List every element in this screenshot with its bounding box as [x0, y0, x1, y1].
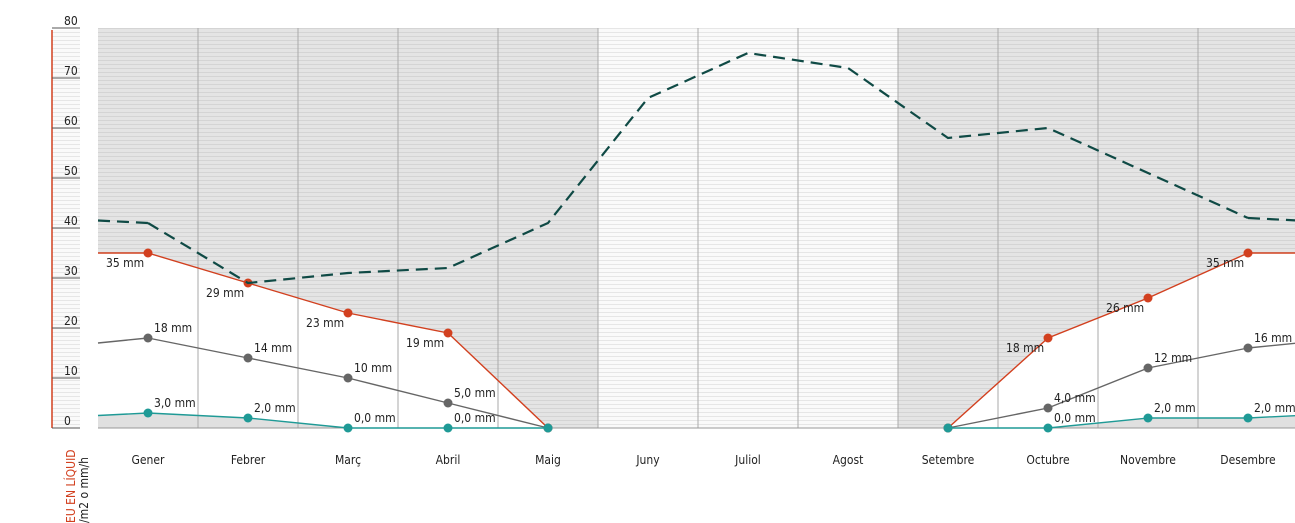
- data-label: 35 mm: [106, 256, 144, 270]
- y-tick-label: 50: [64, 164, 78, 178]
- point: [243, 413, 253, 423]
- data-label: 3,0 mm: [154, 396, 196, 410]
- point: [1243, 413, 1253, 423]
- axis-hatch: [52, 30, 80, 428]
- x-tick-label: Novembre: [1120, 453, 1176, 467]
- point: [1143, 293, 1153, 303]
- data-label: 14 mm: [254, 341, 292, 355]
- x-tick-label: Abril: [436, 453, 461, 467]
- x-tick-label: Juliol: [734, 453, 761, 467]
- y-tick-label: 70: [64, 64, 78, 78]
- x-tick-label: Febrer: [231, 453, 266, 467]
- y-tick-label: 30: [64, 264, 78, 278]
- y-unit: /m2 o mm/h: [77, 457, 91, 523]
- area-fill: [948, 415, 1295, 428]
- y-tick-label: 40: [64, 214, 78, 228]
- wrap-segment: [1247, 414, 1295, 419]
- month-band: [898, 28, 998, 428]
- x-tick-label: Desembre: [1220, 453, 1276, 467]
- data-label: 18 mm: [154, 321, 192, 335]
- wrap-segment: [97, 337, 149, 344]
- wrap-segment: [97, 412, 149, 417]
- wrap-segment: [1247, 216, 1295, 222]
- point: [143, 408, 153, 418]
- x-tick-label: Gener: [132, 453, 166, 467]
- y-label: EU EN LÍQUID: [63, 449, 78, 523]
- point: [443, 328, 453, 338]
- point: [1243, 343, 1253, 353]
- month-band: [498, 28, 598, 428]
- data-label: 29 mm: [206, 286, 244, 300]
- point: [343, 373, 353, 383]
- month-band: [598, 28, 698, 428]
- data-label: 19 mm: [406, 336, 444, 350]
- data-label: 0,0 mm: [354, 411, 396, 425]
- y-tick-label: 0: [64, 414, 71, 428]
- x-tick-label: Juny: [635, 453, 660, 467]
- data-label: 35 mm: [1206, 256, 1244, 270]
- point: [543, 423, 553, 433]
- area-fill: [98, 253, 548, 428]
- data-label: 12 mm: [1154, 351, 1192, 365]
- series-line: [147, 51, 1249, 285]
- point: [1043, 403, 1053, 413]
- point: [443, 423, 453, 433]
- point: [343, 308, 353, 318]
- x-tick-label: Agost: [833, 453, 864, 467]
- point: [1043, 333, 1053, 343]
- data-label: 2,0 mm: [1254, 401, 1295, 415]
- data-label: 23 mm: [306, 316, 344, 330]
- y-tick-label: 10: [64, 364, 78, 378]
- point: [1043, 423, 1053, 433]
- data-label: 10 mm: [354, 361, 392, 375]
- y-tick-label: 20: [64, 314, 78, 328]
- wrap-segment: [97, 219, 149, 225]
- area-fill: [948, 253, 1295, 428]
- point: [1143, 413, 1153, 423]
- x-tick-label: Octubre: [1026, 453, 1070, 467]
- data-label: 0,0 mm: [1054, 411, 1096, 425]
- x-tick-label: Setembre: [922, 453, 975, 467]
- point: [143, 333, 153, 343]
- month-band: [798, 28, 898, 428]
- x-tick-label: Març: [335, 453, 361, 467]
- point: [1143, 363, 1153, 373]
- point: [943, 423, 953, 433]
- data-label: 2,0 mm: [1154, 401, 1196, 415]
- point: [443, 398, 453, 408]
- x-tick-label: Maig: [535, 453, 561, 467]
- data-label: 5,0 mm: [454, 386, 496, 400]
- point: [243, 353, 253, 363]
- point: [143, 248, 153, 258]
- y-tick-label: 60: [64, 114, 78, 128]
- month-band: [698, 28, 798, 428]
- data-label: 16 mm: [1254, 331, 1292, 345]
- data-label: 4,0 mm: [1054, 391, 1096, 405]
- data-label: 2,0 mm: [254, 401, 296, 415]
- point: [343, 423, 353, 433]
- point: [1243, 248, 1253, 258]
- data-label: 18 mm: [1006, 341, 1044, 355]
- wrap-segment: [1247, 342, 1295, 349]
- data-label: 0,0 mm: [454, 411, 496, 425]
- data-label: 26 mm: [1106, 301, 1144, 315]
- y-tick-label: 80: [64, 14, 78, 28]
